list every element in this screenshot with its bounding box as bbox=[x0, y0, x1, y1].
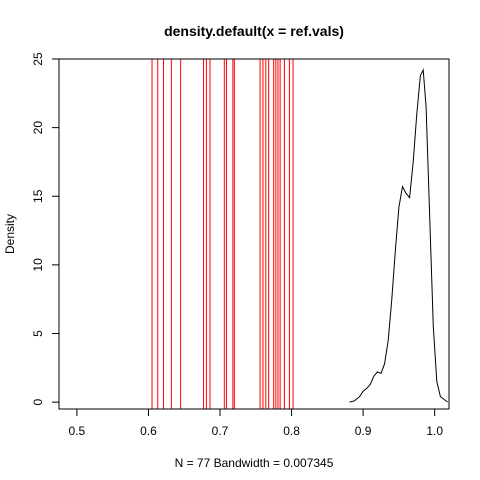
y-axis: 0 5 10 15 20 25 bbox=[31, 52, 59, 405]
x-tick-label: 1.0 bbox=[426, 424, 443, 438]
y-tick-label: 10 bbox=[31, 258, 45, 272]
y-axis-label: Density bbox=[3, 214, 17, 254]
x-tick-label: 0.5 bbox=[69, 424, 86, 438]
plot-frame bbox=[58, 58, 450, 410]
y-tick-label: 0 bbox=[31, 398, 45, 405]
x-tick-label: 0.7 bbox=[212, 424, 229, 438]
chart-title: density.default(x = ref.vals) bbox=[164, 23, 344, 39]
y-tick-label: 5 bbox=[31, 330, 45, 337]
x-tick-label: 0.8 bbox=[283, 424, 300, 438]
x-axis-label: N = 77 Bandwidth = 0.007345 bbox=[175, 456, 334, 470]
x-axis: 0.5 0.6 0.7 0.8 0.9 1.0 bbox=[69, 408, 443, 438]
density-curve bbox=[349, 68, 448, 403]
x-tick-label: 0.6 bbox=[140, 424, 157, 438]
reference-lines bbox=[151, 59, 294, 409]
x-tick-label: 0.9 bbox=[355, 424, 372, 438]
y-tick-label: 20 bbox=[31, 121, 45, 135]
y-tick-label: 25 bbox=[31, 52, 45, 66]
y-tick-label: 15 bbox=[31, 189, 45, 203]
